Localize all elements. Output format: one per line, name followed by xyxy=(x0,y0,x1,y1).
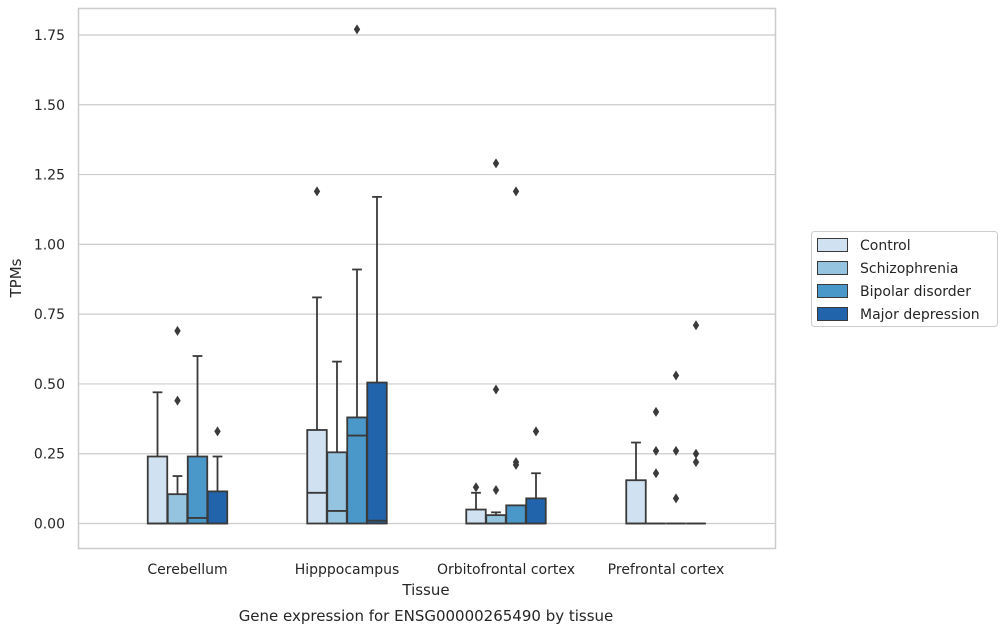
outlier-point xyxy=(692,320,700,331)
outlier-point xyxy=(492,384,500,395)
outlier-point xyxy=(174,325,181,336)
box-body xyxy=(485,514,507,525)
box-bipolar-disorder xyxy=(186,355,209,525)
legend-swatch xyxy=(817,238,848,252)
y-axis-label: TPMs xyxy=(7,258,25,298)
x-tick-label: Prefrontal cortex xyxy=(608,562,725,578)
outlier-point xyxy=(532,426,540,437)
legend-frame xyxy=(811,231,998,327)
y-tick-labels: 0.00 0.25 0.50 0.75 1.00 1.25 1.50 1.75 xyxy=(34,28,65,533)
box-body xyxy=(306,429,328,525)
outlier-point xyxy=(313,186,321,197)
box-major-depression xyxy=(686,320,706,525)
y-tick-label: 0.00 xyxy=(34,517,65,533)
y-tick-label: 0.75 xyxy=(34,307,65,323)
box-body xyxy=(166,493,189,525)
outlier-point xyxy=(353,24,361,35)
plot-frame xyxy=(77,7,777,550)
box-body xyxy=(186,455,209,525)
box-control xyxy=(465,482,487,525)
outlier-point xyxy=(512,457,520,468)
chart-title: Gene expression for ENSG00000265490 by t… xyxy=(239,607,614,625)
outlier-point xyxy=(672,445,680,456)
outlier-point xyxy=(174,395,181,406)
y-tick-label: 1.50 xyxy=(34,98,65,114)
box-body xyxy=(505,504,527,525)
y-tick-label: 0.25 xyxy=(34,447,65,463)
box-body xyxy=(465,508,487,525)
box-bipolar-disorder xyxy=(346,24,368,525)
box-control xyxy=(625,441,647,525)
legend-label: Control xyxy=(860,238,911,254)
outlier-point xyxy=(472,482,480,493)
outlier-point xyxy=(214,426,221,437)
legend-swatch xyxy=(817,261,848,275)
legend-label: Schizophrenia xyxy=(860,261,958,277)
gridlines xyxy=(78,34,776,525)
outlier-point xyxy=(652,406,660,417)
box-control xyxy=(306,186,328,525)
outlier-point xyxy=(672,370,680,381)
box-control xyxy=(146,391,169,525)
box-body xyxy=(525,497,547,525)
box-major-depression xyxy=(366,196,388,525)
box-major-depression xyxy=(525,426,547,525)
box-body xyxy=(326,451,348,525)
y-tick-label: 1.75 xyxy=(34,28,65,44)
legend-swatch xyxy=(817,284,848,298)
outlier-point xyxy=(692,448,700,459)
box-layer xyxy=(146,24,706,525)
box-schizophrenia xyxy=(485,158,507,525)
outlier-point xyxy=(692,457,700,468)
outlier-point xyxy=(492,158,500,169)
legend-label: Major depression xyxy=(860,307,980,323)
y-tick-label: 1.25 xyxy=(34,168,65,184)
legend-label: Bipolar disorder xyxy=(860,284,971,300)
box-body xyxy=(625,479,647,525)
legend: Control Schizophrenia Bipolar disorder Majo… xyxy=(811,231,998,327)
y-tick-label: 0.50 xyxy=(34,377,65,393)
x-axis-label: Tissue xyxy=(401,581,449,599)
x-tick-labels: Cerebellum Hipppocampus Orbitofrontal cort… xyxy=(147,562,724,578)
box-bipolar-disorder xyxy=(505,186,527,525)
box-schizophrenia xyxy=(646,406,666,525)
box-major-depression xyxy=(206,426,229,525)
box-body xyxy=(206,490,229,525)
x-tick-label: Cerebellum xyxy=(147,562,227,578)
outlier-point xyxy=(492,485,500,496)
box-body xyxy=(146,455,169,525)
box-body xyxy=(366,381,388,525)
outlier-point xyxy=(652,468,660,479)
outlier-point xyxy=(652,445,660,456)
x-tick-label: Orbitofrontal cortex xyxy=(437,562,575,578)
box-schizophrenia xyxy=(326,360,348,525)
y-tick-label: 1.00 xyxy=(34,237,65,253)
box-bipolar-disorder xyxy=(666,370,686,525)
box-schizophrenia xyxy=(166,325,189,525)
x-tick-label: Hipppocampus xyxy=(295,562,400,578)
outlier-point xyxy=(512,186,520,197)
box-body xyxy=(346,416,368,525)
outlier-point xyxy=(672,493,680,504)
legend-swatch xyxy=(817,307,848,321)
